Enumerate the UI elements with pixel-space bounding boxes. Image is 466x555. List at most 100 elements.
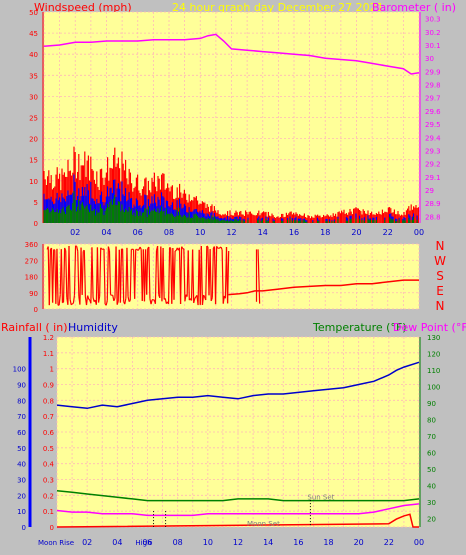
direction-segment xyxy=(51,249,55,303)
temperature-axis: 130 120 110 100 90 80 70 60 50 40 30 20 xyxy=(419,334,440,527)
time-tick-label: 22 xyxy=(383,228,393,237)
direction-segment xyxy=(184,294,187,302)
time-tick-label: 00 xyxy=(414,538,424,547)
time-tick-label: 16 xyxy=(293,538,303,547)
temperature-line xyxy=(56,489,420,502)
direction-segment xyxy=(73,245,77,296)
baro-tick-label: 29 xyxy=(425,187,434,195)
direction-segment xyxy=(126,247,129,297)
baro-tick-label: 29.3 xyxy=(425,147,441,155)
direction-segment xyxy=(91,247,94,298)
wind-tick-label: 15 xyxy=(29,157,38,165)
direction-segment xyxy=(146,248,149,295)
compass-label: N xyxy=(436,239,445,253)
direction-line xyxy=(228,279,419,296)
humidity-tick-label: 10 xyxy=(17,508,26,516)
direction-segment xyxy=(48,249,52,306)
baro-tick-label: 30 xyxy=(425,55,434,63)
rain-tick-label: 0 xyxy=(50,524,54,532)
direction-segment xyxy=(150,299,153,305)
direction-segment xyxy=(88,298,91,301)
direction-segment xyxy=(183,248,186,302)
direction-segment xyxy=(103,248,106,305)
baro-tick-label: 29.9 xyxy=(425,68,441,76)
time-tick-label: 14 xyxy=(263,538,273,547)
direction-segment xyxy=(107,246,111,251)
direction-segment xyxy=(85,295,89,306)
direction-segment xyxy=(62,247,66,303)
time-tick-label: 18 xyxy=(320,228,330,237)
direction-segment xyxy=(113,298,116,302)
direction-segment xyxy=(76,246,79,252)
direction-segment xyxy=(209,249,212,301)
humidity-tick-label: 20 xyxy=(17,492,26,500)
rain-tick-label: 1 xyxy=(50,366,54,374)
rain-tick-label: 0.7 xyxy=(43,413,54,421)
baro-tick-label: 29.1 xyxy=(425,174,441,182)
temperature-label: Temperature (°F) xyxy=(312,321,407,334)
direction-segment xyxy=(121,248,125,302)
direction-axis: 360 270 180 90 0 xyxy=(25,241,44,314)
direction-segment xyxy=(72,295,76,304)
direction-segment xyxy=(77,251,80,297)
direction-segment xyxy=(70,303,73,306)
humidity-tick-label: 70 xyxy=(17,413,26,421)
wind-tick-label: 35 xyxy=(29,72,38,80)
temp-tick-label: 80 xyxy=(427,417,436,425)
direction-segment xyxy=(257,249,261,304)
time-tick-label: 04 xyxy=(112,538,122,547)
baro-tick-label: 29.6 xyxy=(425,108,441,116)
annotation-label: High xyxy=(135,539,151,547)
direction-segment xyxy=(179,246,183,304)
direction-segment xyxy=(115,246,118,305)
direction-segment xyxy=(134,249,137,299)
direction-segment xyxy=(214,246,218,305)
direction-segment xyxy=(62,301,64,304)
direction-segment xyxy=(56,248,59,306)
time-tick-label: 20 xyxy=(354,538,364,547)
rain-tick-label: 0.6 xyxy=(43,429,55,437)
graph-date-label: 24 hour graph day December 27 2021 xyxy=(172,1,384,14)
direction-segment xyxy=(221,249,224,304)
wind-tick-label: 45 xyxy=(29,30,38,38)
direction-segment xyxy=(164,298,167,304)
humidity-tick-label: 100 xyxy=(13,366,26,374)
direction-segment xyxy=(226,250,230,304)
baro-tick-label: 29.4 xyxy=(425,134,441,142)
humidity-tick-label: 0 xyxy=(22,524,26,532)
rain-tick-label: 1.1 xyxy=(43,350,54,358)
temp-tick-label: 40 xyxy=(427,483,436,491)
direction-segment xyxy=(81,251,84,295)
wind-bars xyxy=(43,146,419,223)
temp-tick-label: 50 xyxy=(427,466,436,474)
time-tick-label: 22 xyxy=(384,538,394,547)
direction-segment xyxy=(53,248,56,251)
direction-segment xyxy=(129,249,132,301)
direction-segment xyxy=(154,250,158,304)
direction-segment xyxy=(127,296,130,302)
baro-tick-label: 29.5 xyxy=(425,121,441,129)
annotation-label: Moon Set xyxy=(247,520,280,528)
direction-segment xyxy=(191,249,195,303)
direction-tick-label: 360 xyxy=(25,241,38,249)
direction-segment xyxy=(58,294,61,306)
direction-segment xyxy=(106,246,109,301)
rainfall-axis: 1.2 1.1 1 0.9 0.8 0.7 0.6 0.5 0.4 0.3 0.2 0.1 0 xyxy=(28,334,55,532)
time-tick-label: 16 xyxy=(289,228,299,237)
humidity-tick-label: 80 xyxy=(17,397,26,405)
direction-segment xyxy=(105,300,108,306)
direction-segment xyxy=(99,247,102,297)
compass-label: N xyxy=(436,299,445,313)
wind-tick-label: 5 xyxy=(34,199,38,207)
direction-segment xyxy=(137,248,140,251)
time-tick-label: 02 xyxy=(70,228,80,237)
time-tick-label: 06 xyxy=(142,538,152,547)
baro-tick-label: 30.2 xyxy=(425,29,441,37)
time-tick-label: 10 xyxy=(195,228,205,237)
baro-tick-label: 29.2 xyxy=(425,161,441,169)
annotation-label: Sun Set xyxy=(307,493,334,501)
direction-segment xyxy=(119,248,123,303)
temp-tick-label: 20 xyxy=(427,516,436,524)
